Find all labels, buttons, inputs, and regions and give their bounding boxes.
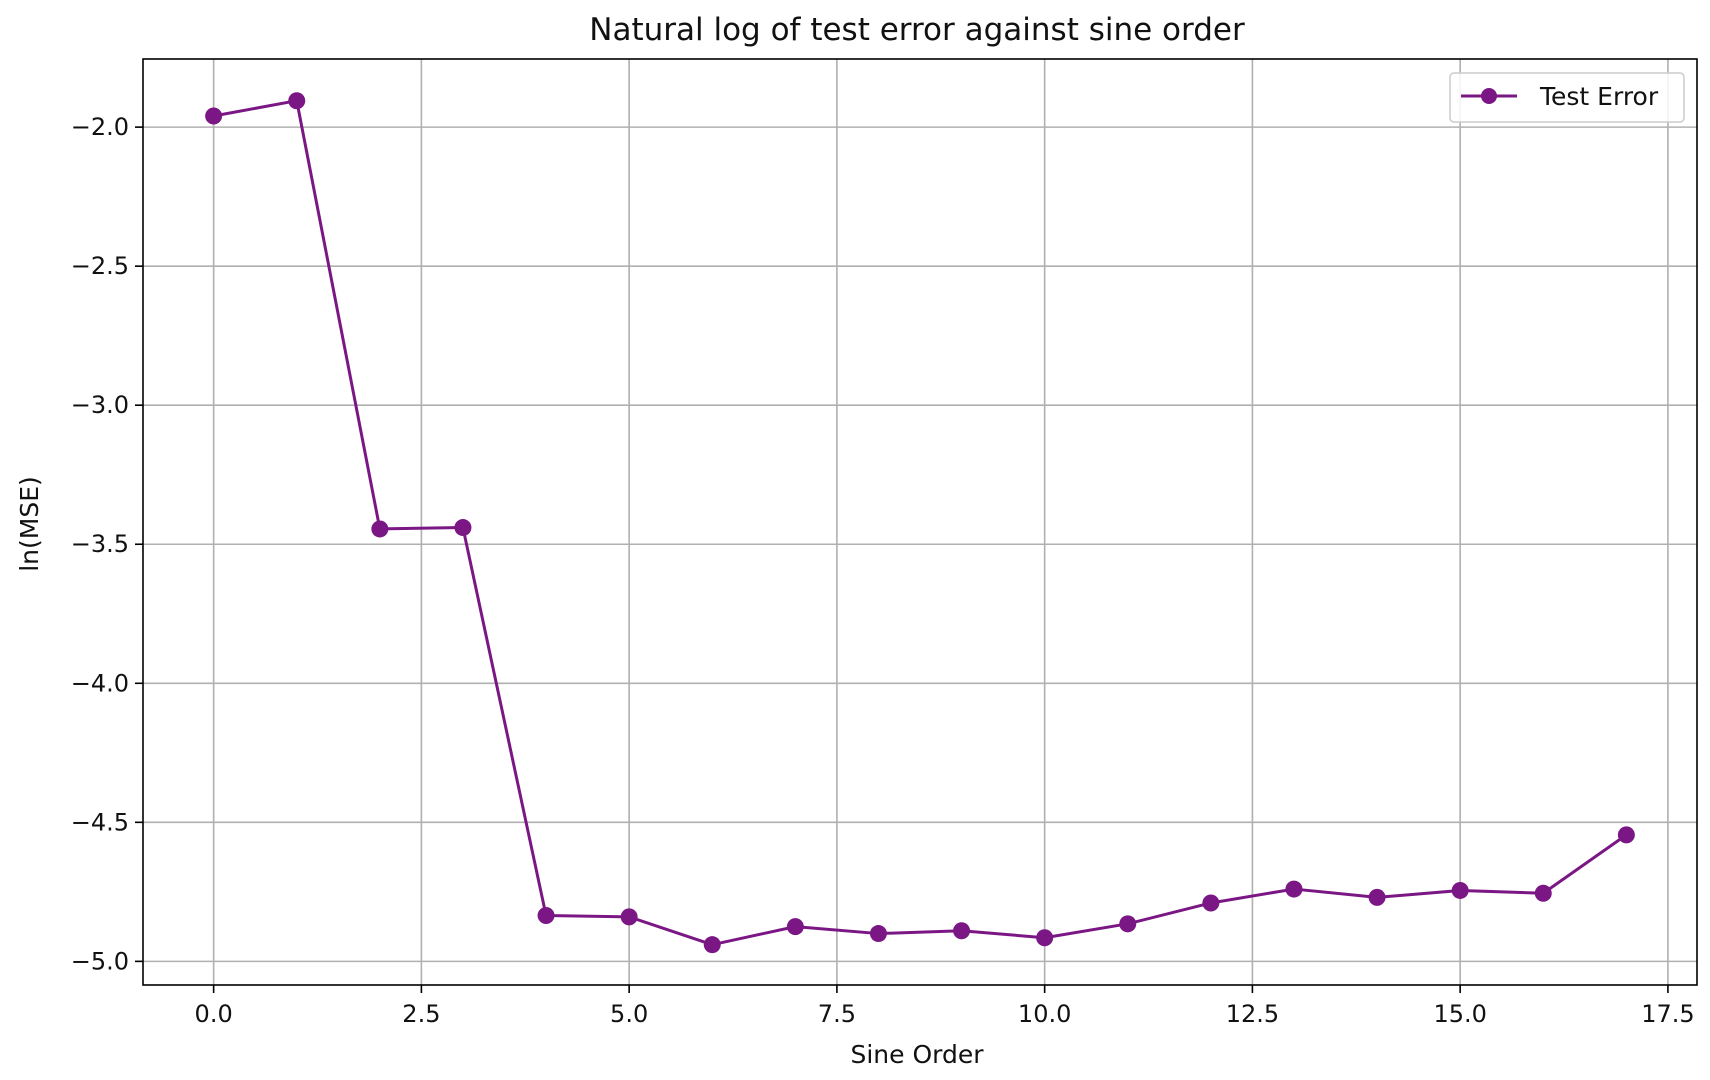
data-point (1119, 915, 1137, 933)
x-tick-label: 15.0 (1433, 1000, 1486, 1028)
data-point (288, 92, 306, 110)
data-point (1036, 929, 1054, 947)
x-tick-label: 0.0 (195, 1000, 233, 1028)
data-point (371, 520, 389, 538)
data-point (1202, 894, 1220, 912)
legend-marker-swatch (1481, 88, 1497, 104)
series-layer (205, 92, 1635, 954)
x-tick-label: 12.5 (1226, 1000, 1279, 1028)
legend-label: Test Error (1539, 82, 1659, 111)
ticks: 0.0 2.5 5.0 7.5 10.0 12.5 15.0 17.5 −2.0 −2.5 −3.0… (71, 113, 1695, 1028)
data-point (703, 936, 721, 954)
data-point (786, 918, 804, 936)
data-point (1534, 884, 1552, 902)
legend-box (1449, 72, 1685, 123)
x-tick-label: 7.5 (818, 1000, 856, 1028)
x-tick-label: 2.5 (402, 1000, 440, 1028)
data-point (1285, 880, 1303, 898)
chart-title: Natural log of test error against sine o… (589, 12, 1245, 48)
plot-frame (142, 58, 1698, 986)
y-tick-label: −3.5 (71, 530, 129, 558)
x-tick-label: 5.0 (610, 1000, 648, 1028)
data-point (953, 922, 971, 940)
y-tick-label: −3.0 (71, 391, 129, 419)
y-tick-label: −4.5 (71, 808, 129, 836)
y-tick-label: −4.0 (71, 669, 129, 697)
y-tick-label: −2.0 (71, 113, 129, 141)
series-line-test-error (213, 99, 1628, 947)
x-tick-label: 10.0 (1018, 1000, 1071, 1028)
data-point (1617, 826, 1635, 844)
data-point (1368, 888, 1386, 906)
legend: Test Error (1449, 72, 1685, 123)
y-axis-label: ln(MSE) (15, 476, 44, 572)
y-tick-label: −2.5 (71, 252, 129, 280)
data-point (1451, 881, 1469, 899)
grid (143, 59, 1697, 985)
data-point (205, 107, 223, 125)
x-axis-label: Sine Order (850, 1040, 984, 1069)
data-point (620, 908, 638, 926)
data-point (454, 519, 472, 537)
x-tick-label: 17.5 (1641, 1000, 1694, 1028)
data-point (537, 906, 555, 924)
data-point (869, 925, 887, 943)
y-tick-label: −5.0 (71, 947, 129, 975)
